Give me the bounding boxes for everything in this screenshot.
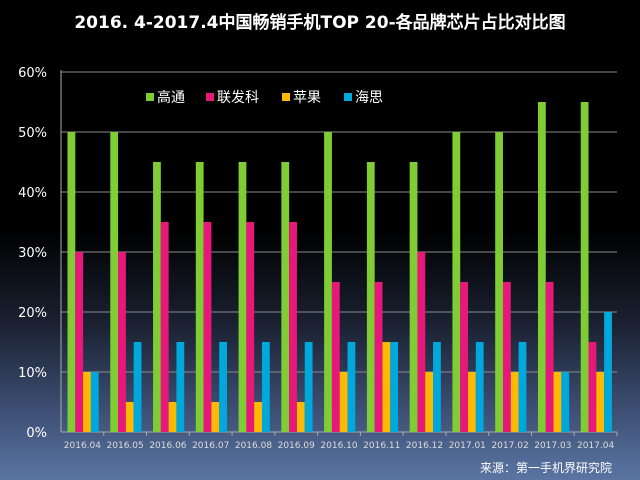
bar-海思 bbox=[219, 342, 228, 432]
legend-swatch bbox=[344, 93, 352, 101]
y-tick-label: 20% bbox=[18, 306, 47, 321]
bar-苹果 bbox=[596, 372, 605, 432]
y-tick-label: 0% bbox=[26, 426, 47, 441]
bar-高通 bbox=[153, 162, 161, 432]
bar-联发科 bbox=[545, 282, 554, 432]
bar-高通 bbox=[537, 102, 546, 432]
x-tick-label: 2016.07 bbox=[192, 441, 229, 451]
bar-海思 bbox=[304, 342, 313, 432]
bar-苹果 bbox=[254, 402, 262, 432]
source-note: 来源：第一手机界研究院 bbox=[479, 461, 612, 475]
legend-swatch bbox=[206, 93, 214, 101]
bar-高通 bbox=[195, 162, 204, 432]
legend-label: 高通 bbox=[157, 89, 185, 106]
bar-苹果 bbox=[83, 372, 91, 432]
x-tick-label: 2017.04 bbox=[577, 441, 614, 451]
chart-title: 2016. 4-2017.4中国畅销手机TOP 20-各品牌芯片占比对比图 bbox=[74, 13, 566, 33]
bar-苹果 bbox=[339, 372, 348, 432]
bar-海思 bbox=[433, 342, 441, 432]
bar-苹果 bbox=[425, 372, 434, 432]
y-tick-label: 10% bbox=[18, 366, 47, 381]
bar-高通 bbox=[238, 162, 247, 432]
legend-label: 联发科 bbox=[217, 90, 259, 106]
x-tick-label: 2017.01 bbox=[449, 441, 486, 451]
x-tick-label: 2017.02 bbox=[491, 441, 528, 451]
legend-label: 海思 bbox=[355, 90, 383, 106]
y-tick-label: 40% bbox=[18, 186, 47, 201]
bar-联发科 bbox=[203, 222, 212, 432]
bar-海思 bbox=[604, 312, 612, 432]
x-tick-label: 2016.06 bbox=[149, 441, 186, 451]
bar-联发科 bbox=[75, 252, 84, 432]
bar-高通 bbox=[366, 162, 375, 432]
bar-海思 bbox=[518, 342, 527, 432]
bar-联发科 bbox=[417, 252, 426, 432]
bar-联发科 bbox=[160, 222, 169, 432]
bar-联发科 bbox=[289, 222, 297, 432]
bar-联发科 bbox=[246, 222, 255, 432]
y-tick-label: 30% bbox=[18, 246, 47, 261]
bar-苹果 bbox=[553, 372, 562, 432]
bar-海思 bbox=[347, 342, 356, 432]
bar-高通 bbox=[580, 102, 589, 432]
y-tick-label: 50% bbox=[18, 126, 47, 141]
bar-高通 bbox=[281, 162, 290, 432]
bar-联发科 bbox=[502, 282, 511, 432]
bar-高通 bbox=[324, 132, 332, 432]
bar-海思 bbox=[90, 372, 99, 432]
bar-苹果 bbox=[296, 402, 305, 432]
y-tick-label: 60% bbox=[18, 66, 47, 81]
bar-海思 bbox=[133, 342, 142, 432]
x-tick-label: 2016.09 bbox=[278, 441, 315, 451]
bar-海思 bbox=[176, 342, 185, 432]
bar-苹果 bbox=[211, 402, 220, 432]
x-tick-label: 2016.12 bbox=[406, 441, 443, 451]
bar-海思 bbox=[261, 342, 270, 432]
legend-label: 苹果 bbox=[293, 90, 321, 106]
bar-联发科 bbox=[331, 282, 340, 432]
bar-海思 bbox=[561, 372, 570, 432]
legend-swatch bbox=[282, 93, 290, 101]
bar-苹果 bbox=[168, 402, 177, 432]
bar-海思 bbox=[390, 342, 399, 432]
bar-联发科 bbox=[374, 282, 383, 432]
bar-苹果 bbox=[382, 342, 391, 432]
x-tick-label: 2017.03 bbox=[534, 441, 571, 451]
x-tick-label: 2016.10 bbox=[320, 441, 357, 451]
bar-苹果 bbox=[510, 372, 519, 432]
bar-高通 bbox=[110, 132, 119, 432]
bar-高通 bbox=[67, 132, 76, 432]
legend-swatch bbox=[146, 93, 154, 101]
bar-苹果 bbox=[468, 372, 476, 432]
bar-海思 bbox=[475, 342, 484, 432]
bar-高通 bbox=[409, 162, 418, 432]
bar-联发科 bbox=[588, 342, 597, 432]
x-tick-label: 2016.05 bbox=[107, 441, 144, 451]
bar-高通 bbox=[495, 132, 503, 432]
bar-苹果 bbox=[125, 402, 134, 432]
x-tick-label: 2016.08 bbox=[235, 441, 272, 451]
bar-联发科 bbox=[460, 282, 469, 432]
bar-联发科 bbox=[118, 252, 126, 432]
x-tick-label: 2016.11 bbox=[363, 441, 400, 451]
x-tick-label: 2016.04 bbox=[64, 441, 101, 451]
bar-高通 bbox=[452, 132, 461, 432]
